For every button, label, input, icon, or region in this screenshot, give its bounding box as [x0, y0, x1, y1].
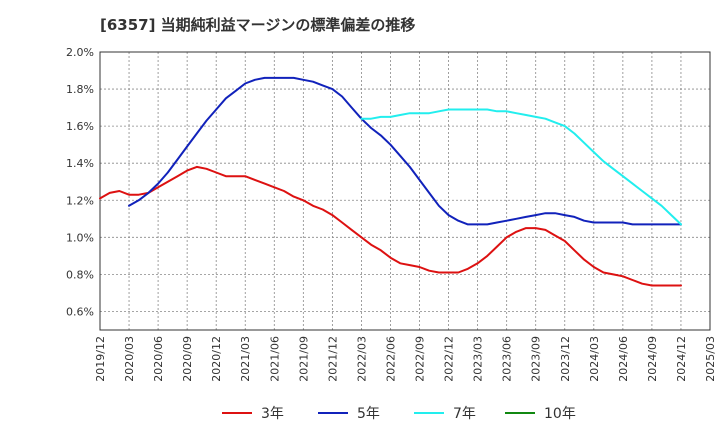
- legend: 3年 5年 7年 10年: [222, 406, 576, 422]
- x-tick-label: 2020/06: [152, 336, 165, 382]
- x-tick-label: 2024/12: [675, 336, 688, 382]
- grid: [100, 51, 710, 330]
- x-tick-label: 2024/09: [646, 336, 659, 382]
- x-tick-label: 2021/06: [268, 336, 281, 382]
- y-tick-label: 1.4%: [66, 157, 94, 170]
- y-tick-label: 0.8%: [66, 268, 94, 281]
- x-tick-label: 2022/12: [443, 336, 456, 382]
- x-tick-label: 2024/06: [617, 336, 630, 382]
- y-tick-label: 2.0%: [66, 46, 94, 59]
- series-line-1: [128, 76, 682, 226]
- x-tick-label: 2023/06: [501, 336, 514, 382]
- legend-label-0: 3年: [261, 406, 284, 422]
- plot-area: [99, 51, 711, 331]
- chart-title: [6357] 当期純利益マージンの標準偏差の推移: [100, 16, 415, 34]
- legend-label-3: 10年: [544, 406, 576, 422]
- y-tick-label: 0.6%: [66, 305, 94, 318]
- x-tick-label: 2021/12: [326, 336, 339, 382]
- x-tick-label: 2020/03: [123, 336, 136, 382]
- x-tick-label: 2020/09: [181, 336, 194, 382]
- x-tick-label: 2020/12: [210, 336, 223, 382]
- x-tick-label: 2024/03: [588, 336, 601, 382]
- y-axis: 0.6% 0.8% 1.0% 1.2% 1.4% 1.6% 1.8% 2.0%: [66, 46, 94, 318]
- legend-label-2: 7年: [453, 406, 476, 422]
- x-tick-label: 2021/03: [239, 336, 252, 382]
- x-tick-label: 2022/06: [384, 336, 397, 382]
- x-tick-label: 2025/03: [704, 336, 717, 382]
- series-line-2: [360, 108, 682, 226]
- y-tick-label: 1.8%: [66, 83, 94, 96]
- x-axis: 2019/12 2020/03 2020/06 2020/09 2020/12 2021/…: [94, 336, 717, 382]
- y-tick-label: 1.0%: [66, 231, 94, 244]
- series-line-0: [99, 165, 682, 287]
- legend-label-1: 5年: [357, 406, 380, 422]
- x-tick-label: 2021/09: [297, 336, 310, 382]
- x-tick-label: 2023/09: [530, 336, 543, 382]
- x-tick-label: 2022/03: [355, 336, 368, 382]
- series-lines: [99, 76, 682, 287]
- x-tick-label: 2023/12: [559, 336, 572, 382]
- x-tick-label: 2022/09: [414, 336, 427, 382]
- x-tick-label: 2019/12: [94, 336, 107, 382]
- y-tick-label: 1.2%: [66, 194, 94, 207]
- x-tick-label: 2023/03: [472, 336, 485, 382]
- y-tick-label: 1.6%: [66, 120, 94, 133]
